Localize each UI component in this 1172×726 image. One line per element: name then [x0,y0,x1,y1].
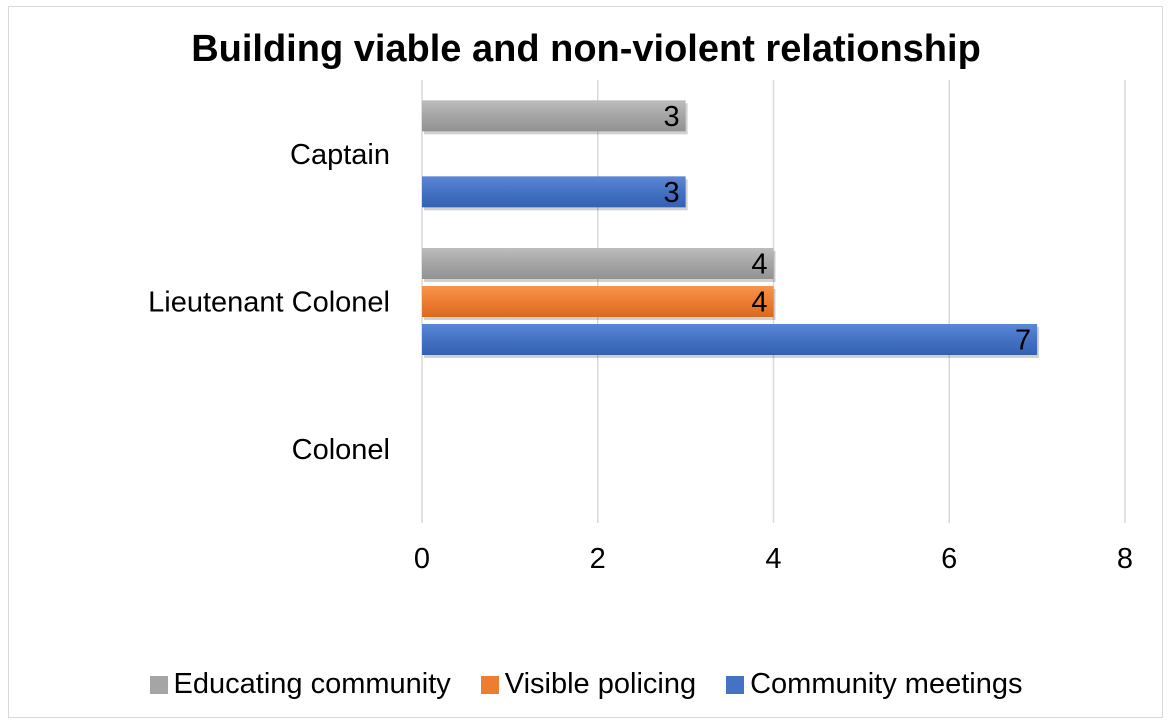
data-label: 4 [751,287,767,319]
bar [422,176,686,208]
legend-item: Visible policing [480,668,697,701]
data-label: 3 [663,101,679,133]
legend-swatch [480,675,499,694]
category-label: Captain [290,139,390,171]
legend-label: Visible policing [504,668,697,700]
data-label: 4 [751,249,767,281]
legend-swatch [726,675,745,694]
data-label: 3 [663,177,679,209]
x-tick-label: 2 [590,543,606,575]
category-label: Lieutenant Colonel [148,287,390,319]
x-tick-label: 6 [941,543,957,575]
bar [422,324,1038,355]
category-label: Colonel [292,434,390,466]
chart-title: Building viable and non-violent relation… [191,28,981,70]
legend-label: Community meetings [750,668,1023,700]
legend-label: Educating community [173,668,451,700]
bar [422,100,686,132]
data-label: 7 [1015,325,1031,357]
legend-item: Community meetings [726,668,1022,701]
x-tick-label: 0 [414,543,430,575]
legend: Educating community Visible policing Commu… [0,668,1172,701]
legend-swatch [149,675,168,694]
x-tick-label: 8 [1117,543,1133,575]
x-tick-label: 4 [765,543,781,575]
legend-item: Educating community [149,668,451,701]
bar [422,248,774,279]
bar [422,286,774,317]
